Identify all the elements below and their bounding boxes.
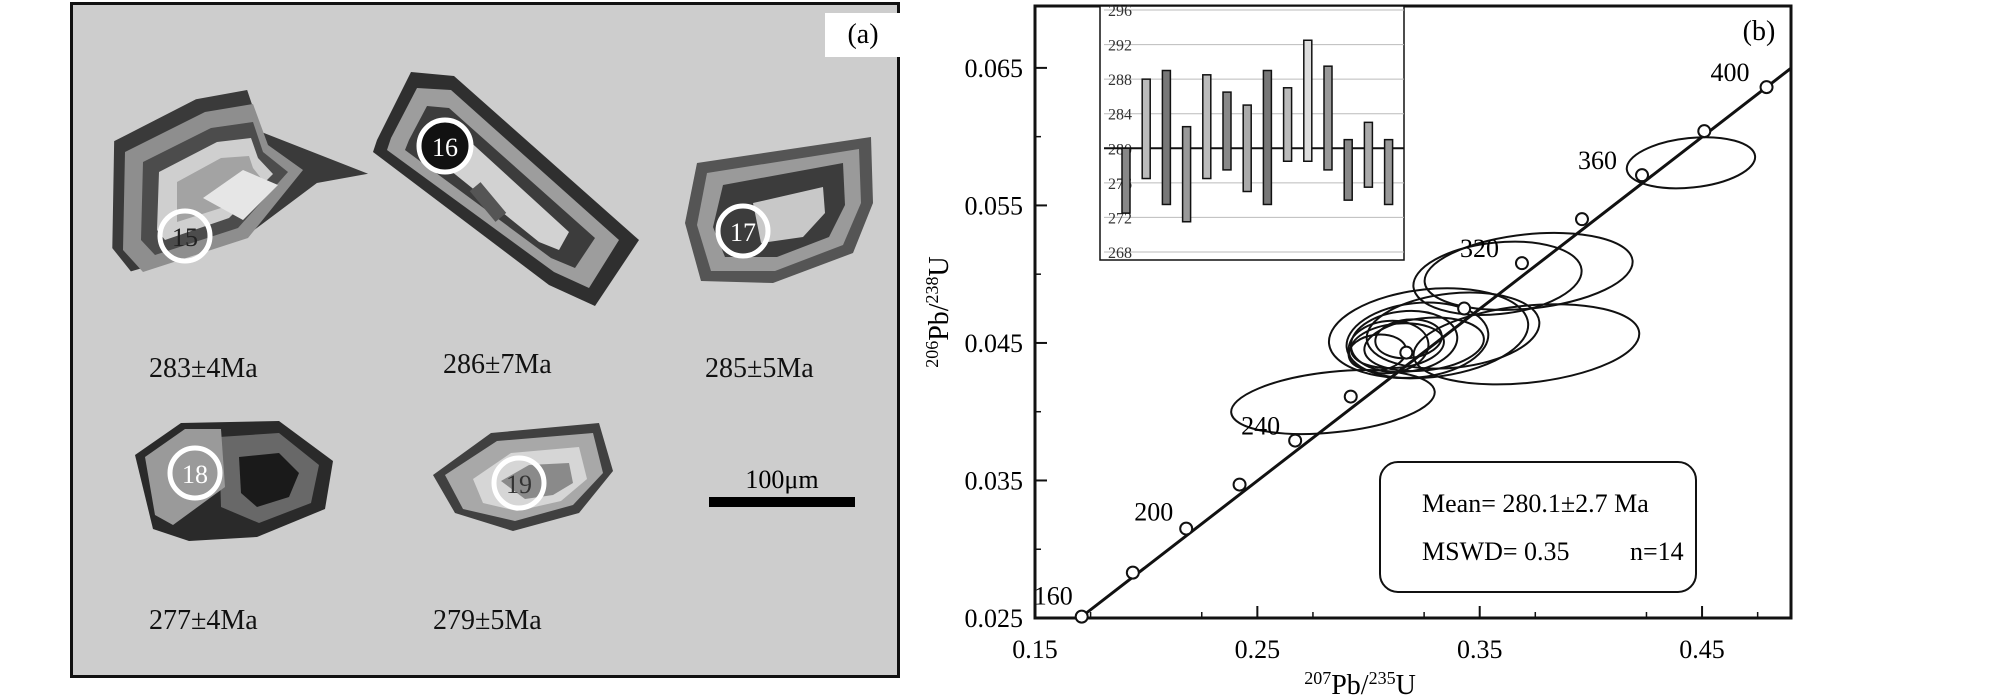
inset-tick-label: 284: [1108, 107, 1132, 124]
inset-error-bar: [1121, 147, 1131, 214]
x-tick-label: 0.15: [1012, 635, 1058, 664]
error-ellipse: [1412, 303, 1641, 386]
y-tick-label: 0.055: [965, 191, 1024, 220]
error-ellipse: [1327, 287, 1530, 380]
concordia-age-label: 360: [1578, 146, 1617, 175]
error-ellipse: [1230, 369, 1436, 436]
concordia-age-marker: [1457, 301, 1472, 316]
y-axis-title: 206Pb/238U: [922, 256, 955, 368]
panel-b-label: (b): [1743, 16, 1776, 47]
inset-error-bar: [1262, 69, 1273, 206]
concordia-age-marker: [1759, 80, 1774, 95]
concordia-age-marker: [1343, 389, 1358, 404]
zircon-grain-18: 18: [135, 421, 333, 541]
age-label-18: 277±4Ma: [149, 605, 258, 636]
inset-error-bar: [1202, 74, 1212, 180]
inset-error-bar: [1222, 91, 1232, 171]
scale-bar: 100μm: [709, 465, 855, 507]
inset-tick-label: 292: [1108, 38, 1132, 55]
concordia-age-label: 320: [1460, 234, 1499, 263]
error-ellipse: [1345, 301, 1490, 379]
spot-label-19: 19: [506, 470, 532, 499]
concordia-curve: 160 200 240 320 360 400: [1034, 58, 1792, 624]
concordia-age-marker: [1288, 433, 1303, 448]
axes: 0.15 0.25 0.35 0.45 0.025 0.035 0.045 0.055 0.06…: [965, 54, 1759, 664]
panel-a-label: (a): [825, 13, 901, 57]
concordia-age-marker: [1399, 345, 1414, 360]
spot-marker-15: 15: [157, 208, 213, 264]
spot-label-15: 15: [172, 223, 198, 252]
concordia-age-label: 160: [1034, 582, 1073, 611]
spot-marker-17: 17: [715, 203, 771, 259]
inset-error-bar: [1161, 69, 1172, 206]
y-tick-label: 0.025: [965, 604, 1024, 633]
n-count-text: n=14: [1630, 537, 1684, 566]
y-tick-label: 0.065: [965, 54, 1024, 83]
inset-error-bar: [1141, 78, 1151, 180]
age-label-15: 283±4Ma: [149, 353, 258, 384]
concordia-line: [1080, 67, 1792, 618]
concordia-age-marker: [1697, 124, 1712, 139]
x-axis-title: 207Pb/235U: [1304, 668, 1416, 698]
zircon-grain-17: 17: [685, 137, 873, 283]
age-label-17: 285±5Ma: [705, 353, 814, 384]
concordia-age-marker: [1514, 256, 1529, 271]
inset-error-bar: [1383, 138, 1394, 206]
scale-bar-label: 100μm: [745, 465, 819, 494]
inset-error-bar: [1323, 65, 1333, 171]
x-tick-label: 0.35: [1457, 635, 1503, 664]
spot-label-17: 17: [730, 218, 756, 247]
zircon-grain-19: 19: [433, 423, 613, 531]
x-tick-label: 0.45: [1679, 635, 1725, 664]
plot-frame: [1033, 4, 1793, 620]
inset-error-bar: [1303, 39, 1313, 162]
concordia-age-marker: [1635, 168, 1650, 183]
y-tick-label: 0.045: [965, 329, 1024, 358]
inset-error-bar: [1343, 138, 1353, 201]
mean-age-text: Mean= 280.1±2.7 Ma: [1422, 489, 1649, 518]
inset-tick-label: 268: [1108, 245, 1132, 262]
age-label-16: 286±7Ma: [443, 349, 552, 380]
age-label-19: 279±5Ma: [433, 605, 542, 636]
concordia-age-label: 240: [1241, 412, 1280, 441]
spot-label-16: 16: [432, 133, 458, 162]
concordia-age-marker: [1179, 521, 1194, 536]
concordia-age-marker: [1125, 565, 1140, 580]
concordia-age-label: 400: [1711, 58, 1750, 87]
error-ellipse: [1365, 291, 1541, 370]
error-ellipse: [1363, 316, 1485, 373]
x-tick-label: 0.25: [1235, 635, 1281, 664]
mswd-text: MSWD= 0.35: [1422, 537, 1570, 566]
scale-bar-line: [709, 497, 855, 507]
concordia-age-label: 200: [1134, 498, 1173, 527]
error-ellipse: [1412, 240, 1583, 316]
inset-error-bar: [1363, 121, 1374, 188]
zircon-grain-15: 15: [112, 90, 369, 272]
inset-error-bar: [1181, 125, 1192, 223]
zircon-grain-16: 16: [373, 72, 639, 306]
zircon-cl-panel: (a) 15 16 17: [70, 2, 901, 678]
concordia-age-marker: [1074, 609, 1089, 624]
concordia-age-marker: [1574, 212, 1589, 227]
spot-marker-18: 18: [167, 445, 223, 501]
inset-tick-label: 296: [1108, 3, 1132, 20]
ellipse-group: [1230, 136, 1757, 436]
y-tick-label: 0.035: [965, 466, 1024, 495]
inset-tick-label: 272: [1108, 210, 1132, 227]
error-ellipse: [1625, 136, 1757, 190]
inset-tick-label: 288: [1108, 72, 1132, 89]
inset-error-bar: [1242, 104, 1252, 193]
concordia-age-marker: [1232, 477, 1247, 492]
spot-marker-19: 19: [491, 455, 547, 511]
spot-marker-16: 16: [416, 117, 474, 175]
stats-box: Mean= 280.1±2.7 Ma MSWD= 0.35 n=14: [1379, 461, 1697, 593]
spot-label-18: 18: [182, 460, 208, 489]
inset-error-bar: [1282, 87, 1293, 162]
